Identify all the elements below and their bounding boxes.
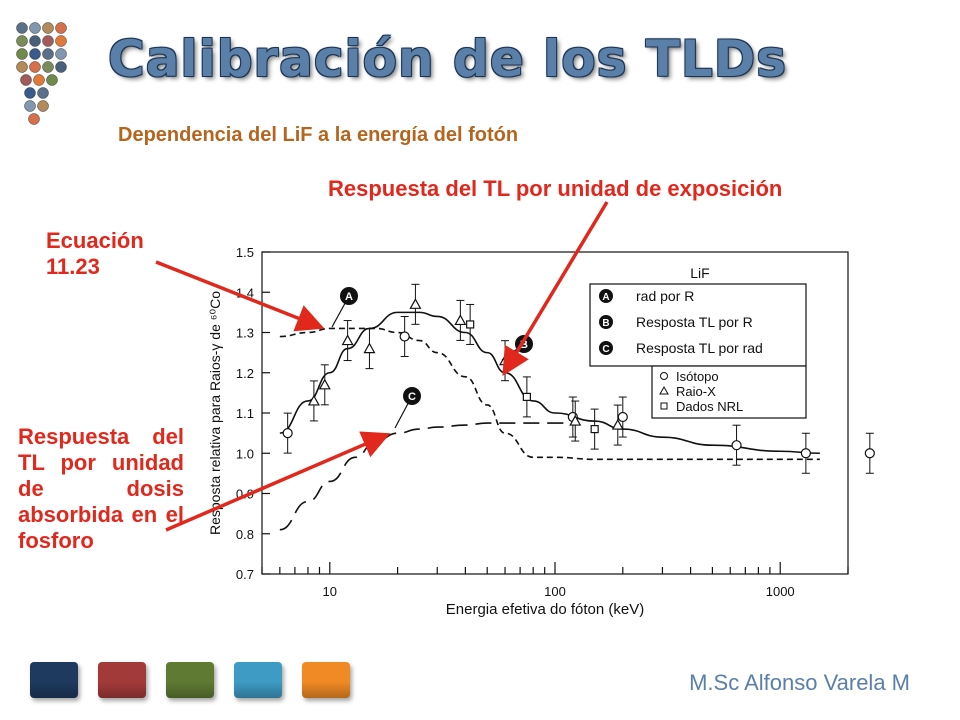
point-xray	[569, 414, 582, 426]
logo-dot	[28, 113, 40, 125]
arrow-dose	[165, 431, 391, 532]
x-tick-label: 1000	[766, 584, 795, 599]
legend-symbol-xray	[659, 385, 669, 395]
point-xray	[454, 314, 467, 326]
logo-dot	[29, 48, 41, 60]
curve-A	[279, 327, 820, 461]
slide-title: Calibración de los TLDs	[108, 30, 788, 88]
point-nrl	[466, 320, 475, 329]
legend-marker-C	[599, 341, 613, 355]
x-tick-label: 100	[544, 584, 566, 599]
point-xray	[611, 418, 624, 430]
curve-C	[279, 422, 573, 531]
author-name: M.Sc Alfonso Varela M	[689, 670, 910, 695]
point-isotope	[617, 411, 628, 423]
point-isotope	[399, 331, 410, 342]
point-isotope	[282, 428, 293, 439]
logo-dot	[16, 48, 28, 60]
arrow-equation	[155, 260, 325, 332]
logo-dot	[16, 35, 28, 47]
y-tick-label: 1.0	[236, 446, 254, 461]
annotation-equation: Ecuación 11.23	[46, 228, 144, 279]
nav-button-red[interactable]	[98, 662, 146, 698]
logo-dot	[24, 100, 36, 112]
y-tick-label: 1.3	[236, 326, 254, 341]
logo-dot	[29, 35, 41, 47]
y-tick-label: 0.8	[236, 527, 254, 542]
legend-curves-box	[589, 283, 807, 367]
logo-dot	[55, 48, 67, 60]
logo-dot	[37, 87, 49, 99]
logo-dot	[33, 74, 45, 86]
chart-title: LiF	[690, 265, 709, 281]
logo-dot	[42, 35, 54, 47]
legend-points-box	[651, 365, 807, 419]
y-tick-label: 0.7	[236, 567, 254, 582]
logo-dot	[16, 61, 28, 73]
y-tick-label: 1.5	[236, 245, 254, 260]
nav-button-orange[interactable]	[302, 662, 350, 698]
y-axis-label: Resposta relativa para Raios-γ de ⁶⁰Co	[207, 291, 223, 535]
legend-marker-B	[599, 315, 613, 329]
logo-dot	[42, 48, 54, 60]
curve-marker-label: C	[408, 391, 416, 403]
curve-marker-C	[403, 387, 421, 405]
logo-dot	[42, 22, 54, 34]
point-xray	[363, 342, 376, 354]
legend-point-label: Isótopo	[676, 369, 719, 384]
point-xray	[307, 394, 320, 406]
y-tick-label: 1.1	[236, 406, 254, 421]
curve-marker-A	[340, 287, 358, 305]
point-nrl	[590, 425, 599, 434]
point-isotope	[731, 440, 742, 451]
legend-marker-A	[599, 289, 613, 303]
logo-dot	[55, 22, 67, 34]
arrow-exposure	[502, 201, 609, 376]
logo-dot	[24, 87, 36, 99]
point-xray	[318, 378, 331, 390]
logo-dot	[46, 74, 58, 86]
legend-marker-label: C	[602, 344, 609, 355]
nav-button-dark-blue[interactable]	[30, 662, 78, 698]
legend-point-label: Raio-X	[676, 384, 716, 399]
legend-symbol-nrl	[660, 402, 668, 410]
logo-dot	[29, 22, 41, 34]
logo-dot	[42, 61, 54, 73]
legend-point-label: Dados NRL	[676, 399, 743, 414]
point-xray	[341, 334, 354, 346]
nav-button-green[interactable]	[166, 662, 214, 698]
slide-subtitle: Dependencia del LiF a la energía del fot…	[118, 124, 519, 146]
logo-dot	[20, 74, 32, 86]
point-nrl	[522, 392, 531, 401]
nav-button-light-blue[interactable]	[234, 662, 282, 698]
legend-curve-label: Resposta TL por R	[636, 314, 753, 330]
x-axis-label: Energia efetiva do fóton (keV)	[446, 601, 644, 618]
annotation-exposure: Respuesta del TL por unidad de exposició…	[328, 176, 783, 201]
logo-dot	[55, 61, 67, 73]
y-tick-label: 1.2	[236, 366, 254, 381]
point-isotope	[864, 448, 875, 459]
legend-marker-label: B	[602, 318, 609, 329]
legend-curve-label: rad por R	[636, 288, 694, 304]
curve-marker-label: A	[345, 291, 353, 303]
logo-dot	[16, 22, 28, 34]
point-xray	[409, 298, 422, 309]
legend-symbol-isotope	[660, 372, 668, 380]
logo-dot	[29, 61, 41, 73]
x-tick-label: 10	[323, 584, 337, 599]
logo-dot	[37, 100, 49, 112]
legend-marker-label: A	[602, 292, 609, 303]
logo-dot	[55, 35, 67, 47]
point-isotope	[800, 448, 811, 459]
legend-curve-label: Resposta TL por rad	[636, 340, 763, 356]
annotation-dose: Respuesta del TL por unidad de dosis abs…	[18, 424, 184, 553]
decorative-dots-logo	[16, 22, 67, 125]
